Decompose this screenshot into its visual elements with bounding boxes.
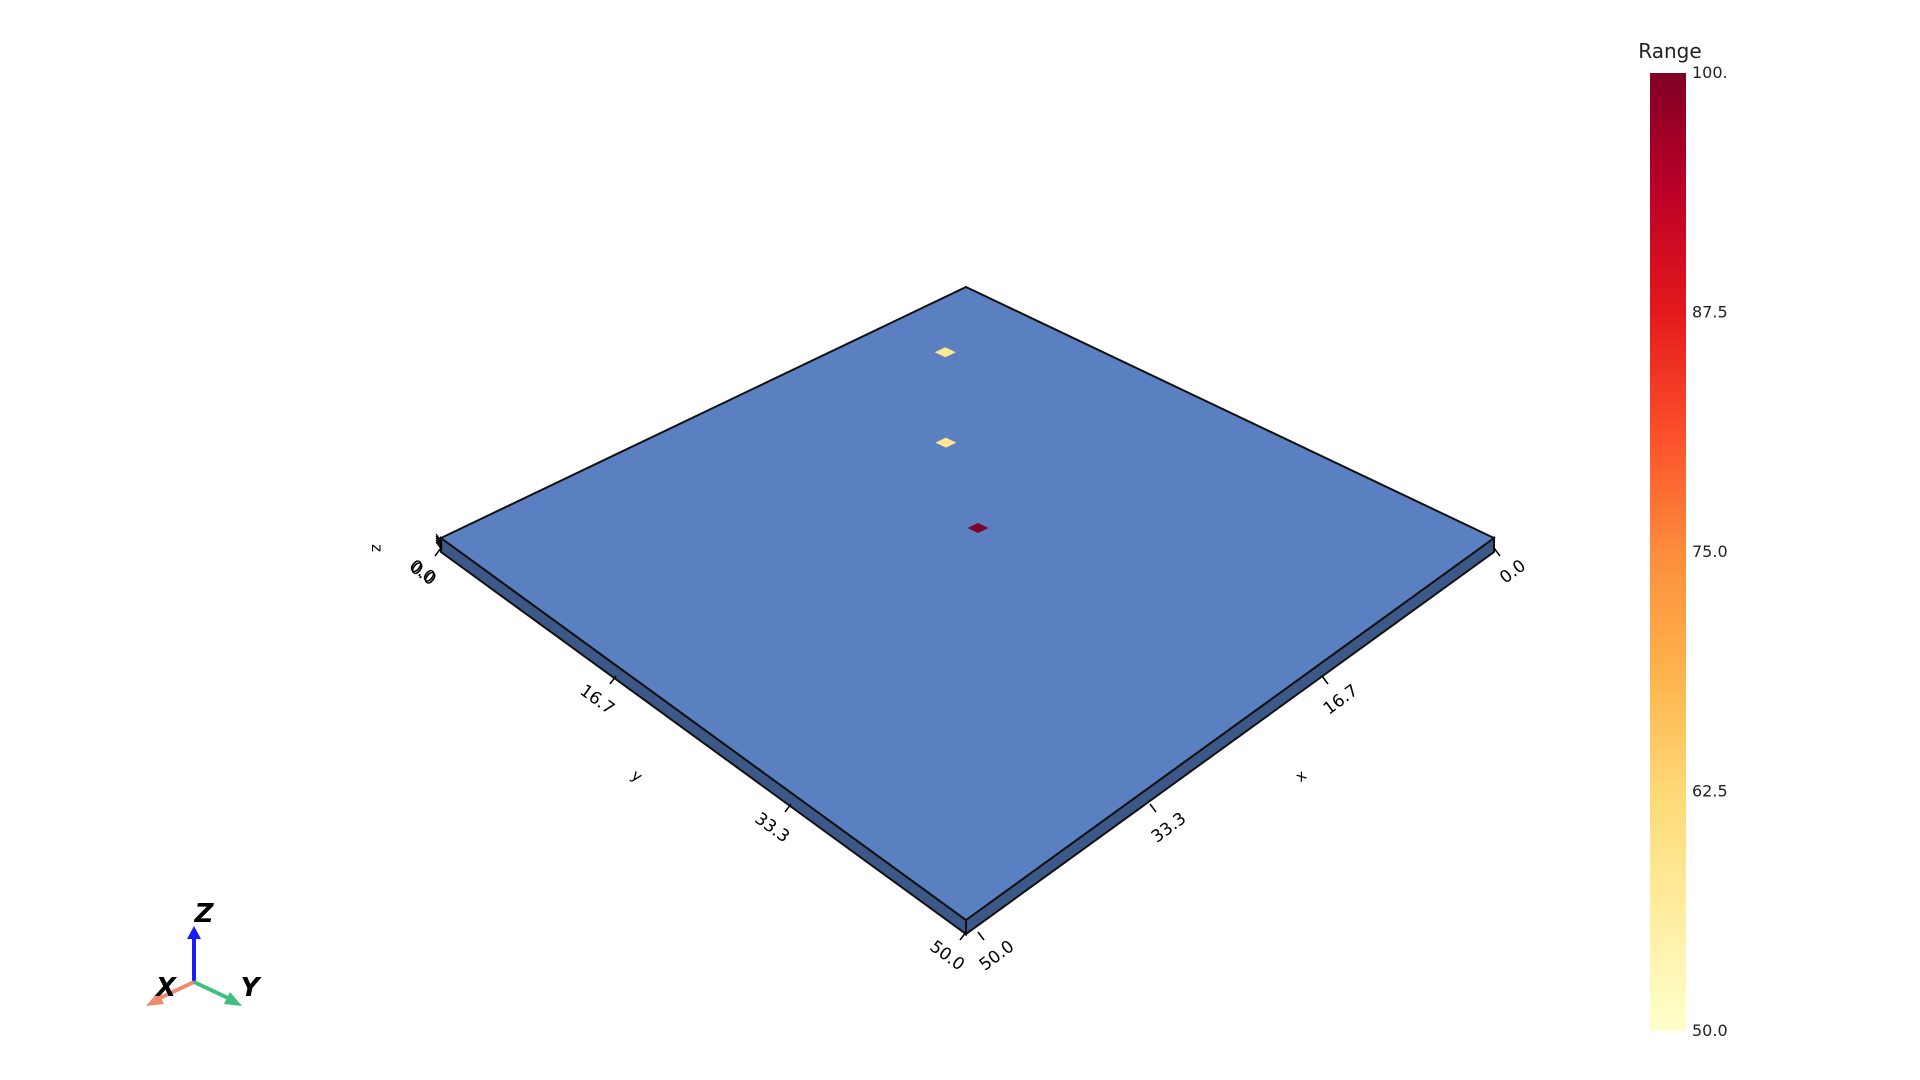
colorbar-ticks: 100. 87.5 75.0 62.5 50.0 — [1692, 63, 1728, 1040]
y-axis-label: Y — [241, 973, 263, 1003]
colorbar-tick-label: 100. — [1692, 63, 1728, 82]
y-axis-arrowhead — [224, 992, 242, 1006]
x-axis-title: x — [1292, 766, 1310, 786]
x-axis-label: X — [154, 973, 178, 1003]
y-tick-mark — [959, 931, 967, 941]
slab-top-face — [439, 285, 1496, 922]
x-tick-label: 16.7 — [1320, 681, 1362, 720]
cell-1 — [934, 347, 956, 358]
cell-2 — [935, 437, 957, 448]
x-tick-label: 0.0 — [1496, 556, 1530, 588]
highlighted-cells — [934, 347, 989, 533]
z-tick-mark — [435, 537, 443, 547]
z-axis-arrowhead — [187, 926, 201, 939]
orientation-widget: Z X Y — [146, 899, 263, 1006]
colorbar-title: Range — [1638, 39, 1701, 63]
colorbar: Range 100. 87.5 75.0 62.5 50.0 — [1638, 39, 1727, 1040]
y-tick-label: 50.0 — [926, 937, 968, 975]
y-tick-mark — [434, 547, 442, 557]
x-tick-mark — [977, 931, 985, 941]
x-tick-label: 33.3 — [1148, 809, 1190, 848]
y-tick-label: 16.7 — [576, 681, 618, 719]
x-tick-mark — [1149, 803, 1157, 813]
colorbar-tick-label: 62.5 — [1692, 782, 1728, 801]
y-tick-mark — [609, 675, 617, 685]
x-tick-mark — [1321, 675, 1329, 685]
y-tick-mark — [784, 803, 792, 813]
y-axis-arrow-shaft — [193, 980, 229, 1000]
slab-mesh — [439, 285, 1496, 936]
z-axis-title: z — [368, 544, 386, 552]
z-tick-mark — [435, 533, 443, 543]
colorbar-gradient — [1650, 73, 1686, 1031]
z-tick-mark — [435, 541, 443, 551]
cell-3 — [967, 522, 989, 533]
colorbar-tick-label: 87.5 — [1692, 303, 1728, 322]
z-tick-mark — [435, 535, 443, 545]
x-axis-arrow-shaft — [159, 980, 195, 1000]
z-axis-label: Z — [194, 899, 215, 929]
y-tick-label: 33.3 — [751, 809, 793, 847]
colorbar-tick-label: 75.0 — [1692, 542, 1728, 561]
x-tick-label: 50.0 — [976, 937, 1018, 976]
colorbar-tick-label: 50.0 — [1692, 1021, 1728, 1040]
x-axis-arrowhead — [146, 992, 164, 1006]
x-tick-mark — [1493, 547, 1501, 557]
z-tick-mark — [435, 539, 443, 549]
y-axis-title: y — [628, 766, 646, 786]
